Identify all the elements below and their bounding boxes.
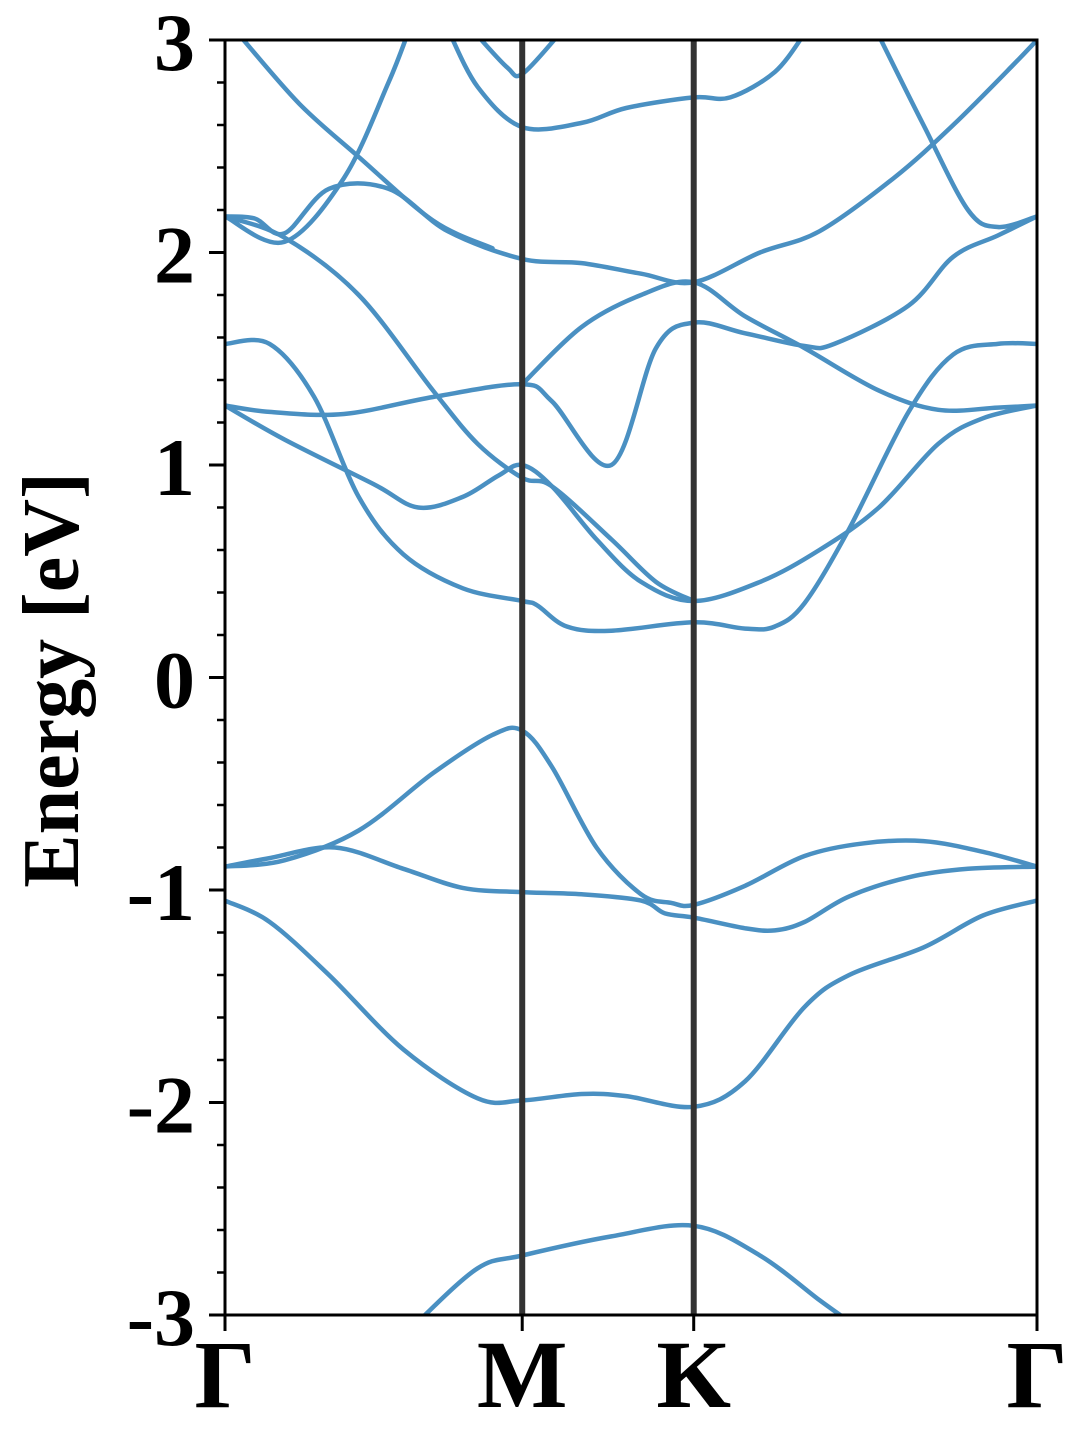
y-tick-label: -3	[127, 1272, 195, 1363]
y-tick-label: 3	[154, 0, 195, 88]
band-line-4	[225, 214, 1037, 469]
y-tick-label: 2	[154, 210, 195, 301]
band-line-8	[519, 279, 1037, 413]
x-tick-label-1: Γ	[194, 1321, 255, 1428]
plot-frame	[223, 38, 1039, 1317]
x-tick-label-3: K	[656, 1321, 731, 1428]
band-line-10	[225, 40, 1037, 286]
band-line-13	[478, 40, 558, 79]
band-line-3	[225, 845, 1037, 934]
y-axis-label: Energy [eV]	[8, 472, 96, 887]
band-line-12	[450, 40, 803, 132]
band-line-15	[421, 1222, 845, 1315]
band-line-14	[878, 40, 1037, 230]
band-line-11	[240, 40, 495, 251]
x-tick-label-2: M	[477, 1321, 568, 1428]
band-line-7	[225, 214, 696, 604]
x-tick-label-4: Γ	[1006, 1321, 1067, 1428]
band-line-9	[225, 40, 408, 246]
band-lines	[225, 40, 1037, 1315]
y-tick-label: 1	[154, 422, 195, 513]
band-line-1	[225, 898, 1037, 1110]
band-line-6	[225, 337, 1037, 634]
y-tick-label: -1	[127, 847, 195, 938]
band-line-2	[225, 725, 1037, 909]
y-axis-ticks: -3 -2 -1 0 1 2 3	[127, 0, 225, 1363]
high-symmetry-dividers	[519, 40, 697, 1315]
y-tick-label: -2	[127, 1060, 195, 1151]
y-tick-label: 0	[154, 635, 195, 726]
band-line-5	[225, 403, 1037, 604]
